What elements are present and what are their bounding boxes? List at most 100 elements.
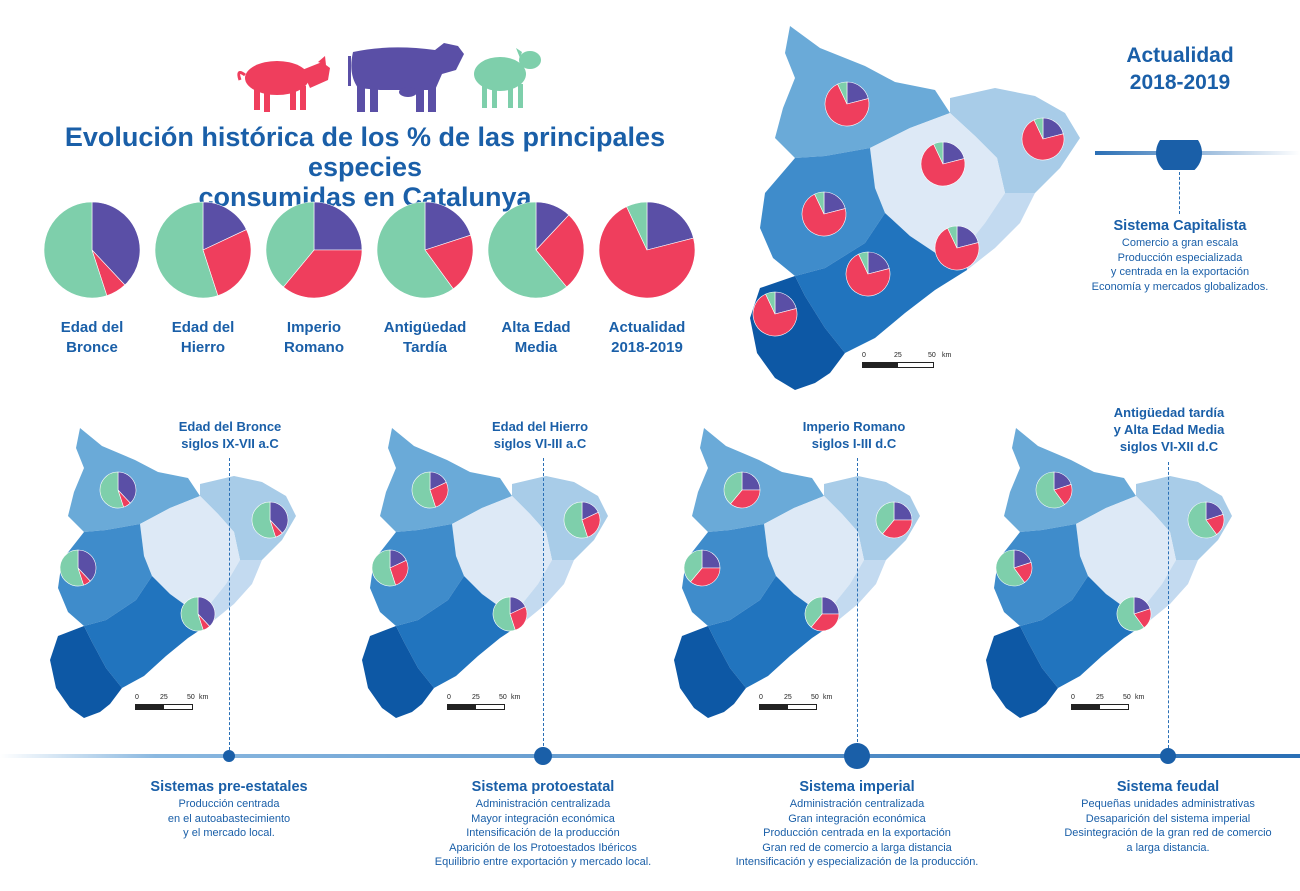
map-0-pie-0-slice-bovino xyxy=(117,471,137,504)
era-3-line-2: y Alta Edad Media xyxy=(1113,422,1225,437)
scale-3-label-t0: 0 xyxy=(1071,694,1075,701)
system-1-line-4: Aparición de los Protoestados Ibéricos xyxy=(449,841,637,854)
map-2-pie-1 xyxy=(875,501,913,539)
map-1-pie-1 xyxy=(563,501,601,539)
system-2-title: Sistema imperial xyxy=(799,779,915,795)
current-system: Sistema Capitalista Comercio a gran esca… xyxy=(1060,217,1300,294)
map-2-pie-2-slice-porcino xyxy=(690,567,721,587)
pie-chart-3-slice-ovicaprino xyxy=(376,201,454,299)
map-0-pie-2-slice-ovicaprino xyxy=(59,549,84,587)
timeline-bar xyxy=(0,754,1300,758)
catalonia-map-current xyxy=(750,26,1080,390)
scale-1-label-t0: 0 xyxy=(447,694,451,701)
map-1-pie-2-slice-porcino xyxy=(389,559,409,586)
system-2-line-1: Administración centralizada xyxy=(789,798,925,810)
scale-1-label-t1: 25 xyxy=(472,694,480,701)
map-1-pie-2-slice-ovicaprino xyxy=(371,549,396,587)
pie-chart-0 xyxy=(43,201,141,299)
map-region-barcelona xyxy=(834,560,886,622)
pig-icon xyxy=(237,56,330,112)
era-1-line-1: Edad del Hierro xyxy=(491,419,589,434)
scale-label-50: 50 xyxy=(928,352,936,359)
system-1-title: Sistema protoestatal xyxy=(471,779,615,795)
system-0-line-1: Producción centrada xyxy=(178,798,280,810)
catalonia-map-3 xyxy=(986,428,1232,718)
system-2: Sistema imperial Administración centrali… xyxy=(722,778,992,870)
map-1-pie-3 xyxy=(492,596,528,632)
main-timeline xyxy=(0,743,1300,769)
scale-0-label-t1: 25 xyxy=(160,694,168,701)
map-region-girona xyxy=(950,88,1080,193)
map-region-pyrenees xyxy=(1004,428,1136,532)
pie-chart-0-slice-ovicaprino xyxy=(43,201,108,299)
system-0: Sistemas pre-estatales Producción centra… xyxy=(119,778,339,841)
scale-3-label-unit: km xyxy=(1135,694,1145,701)
map-region-lleida xyxy=(370,524,464,626)
map-2-pie-1-slice-porcino xyxy=(882,519,913,539)
pie-label-3-line-2: Tardía xyxy=(403,339,447,356)
system-3-title: Sistema feudal xyxy=(1116,779,1220,795)
pie-label-2-line-2: Romano xyxy=(284,339,344,356)
timeline-dot-0 xyxy=(223,750,235,762)
map-2-pie-0 xyxy=(723,471,761,509)
map-3-pie-2-slice-ovicaprino xyxy=(995,549,1025,587)
map-1: 0 25 50 km xyxy=(352,420,622,730)
scale-label-25: 25 xyxy=(894,352,902,359)
pie-chart-4 xyxy=(487,201,585,299)
map-3-pie-1 xyxy=(1187,501,1225,539)
pie-label-4-line-1: Alta Edad xyxy=(501,319,571,336)
map-1-pie-0 xyxy=(411,471,449,509)
system-1-line-5: Equilibrio entre exportación y mercado l… xyxy=(434,856,652,868)
pie-chart-5-slice-porcino xyxy=(598,206,696,299)
map-0-pie-2 xyxy=(59,549,97,587)
system-2-line-4: Gran red de comercio a larga distancia xyxy=(762,841,952,854)
page-title: Evolución histórica de los % de las prin… xyxy=(20,122,710,212)
era-1-line-2: siglos VI-III a.C xyxy=(493,436,587,451)
map-2-pie-2 xyxy=(683,549,721,587)
pie-label-4: Alta Edad Media xyxy=(481,318,591,358)
system-3-line-3: Desintegración de la gran red de comerci… xyxy=(1064,827,1272,839)
pie-label-2: Imperio Romano xyxy=(259,318,369,358)
pie-chart-0-slice-bovino xyxy=(91,201,141,286)
scale-2-label-t0: 0 xyxy=(759,694,763,701)
map-1-pie-1-slice-ovicaprino xyxy=(563,501,588,539)
current-system-title: Sistema Capitalista xyxy=(1113,218,1247,234)
scale-0-label-t0: 0 xyxy=(135,694,139,701)
map-0-pie-1-slice-bovino xyxy=(269,501,289,534)
era-2-line-2: siglos I-III d.C xyxy=(811,436,897,451)
map-region-girona xyxy=(1136,476,1232,560)
map-2: 0 25 50 km xyxy=(664,420,934,730)
system-0-title: Sistemas pre-estatales xyxy=(150,779,308,795)
map-region-coast xyxy=(396,576,524,688)
animal-icons xyxy=(237,43,541,112)
dashed-line-0 xyxy=(229,458,230,750)
pie-label-3-line-1: Antigüedad xyxy=(383,319,467,336)
map-region-pyrenees xyxy=(380,428,512,532)
era-2-line-1: Imperio Romano xyxy=(802,419,906,434)
pie-label-1: Edad del Hierro xyxy=(148,318,258,358)
system-3: Sistema feudal Pequeñas unidades adminis… xyxy=(1043,778,1293,855)
map-region-ebro xyxy=(674,626,746,718)
system-1-line-3: Intensificación de la producción xyxy=(466,827,620,839)
scale-2-label-t1: 25 xyxy=(784,694,792,701)
current-dot xyxy=(1156,140,1202,170)
map-region-central xyxy=(452,496,552,610)
map-2-pie-3-slice-porcino xyxy=(810,613,840,632)
dashed-line-1 xyxy=(543,458,544,746)
pie-chart-2-slice-ovicaprino xyxy=(265,201,315,288)
catalonia-map-1 xyxy=(362,428,608,718)
timeline-dot-2 xyxy=(844,743,870,769)
system-1: Sistema protoestatal Administración cent… xyxy=(413,778,673,870)
title-line-2: consumidas en Catalunya xyxy=(198,182,532,212)
map-region-barcelona xyxy=(1146,560,1198,622)
era-0-line-2: siglos IX-VII a.C xyxy=(181,436,279,451)
map-region-central xyxy=(764,496,864,610)
pie-chart-3 xyxy=(376,201,474,299)
pie-chart-1 xyxy=(154,201,252,299)
pie-chart-2-slice-porcino xyxy=(282,249,363,299)
map-region-barcelona xyxy=(965,193,1035,270)
map-region-ebro xyxy=(362,626,434,718)
pie-chart-2-slice-bovino xyxy=(313,201,363,251)
map-region-lleida xyxy=(994,524,1088,626)
period-pie-charts xyxy=(43,201,696,299)
